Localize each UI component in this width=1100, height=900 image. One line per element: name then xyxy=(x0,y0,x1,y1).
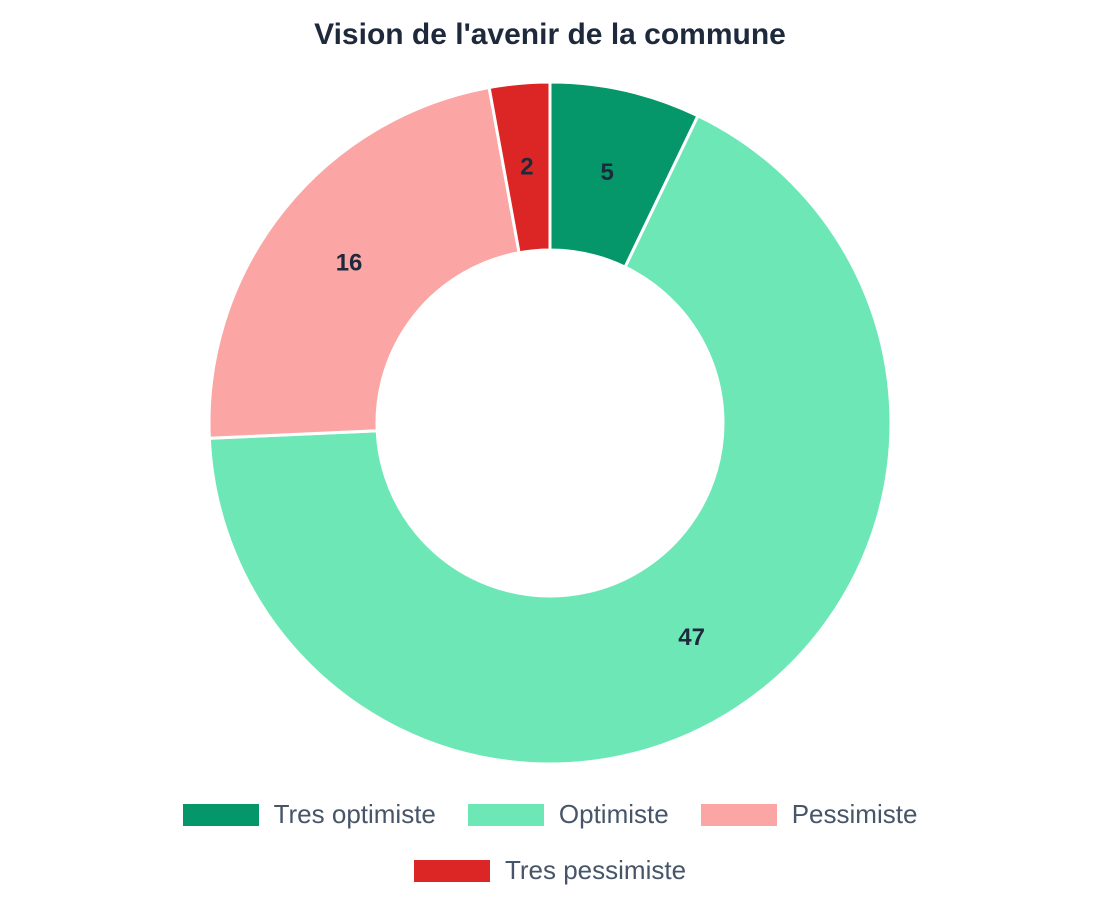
legend-label: Tres pessimiste xyxy=(504,855,687,885)
data-label: 5 xyxy=(601,159,614,186)
data-label: 47 xyxy=(678,624,705,651)
legend-label: Tres optimiste xyxy=(273,799,436,829)
slice-tres-pessimiste[interactable] xyxy=(487,80,552,255)
legend-item-tres-pessimiste[interactable]: Tres pessimiste xyxy=(413,855,687,886)
legend-swatch xyxy=(467,803,544,826)
legend-label: Optimiste xyxy=(558,799,669,829)
slice-pessimiste[interactable] xyxy=(207,85,521,440)
legend-item-tres-optimiste[interactable]: Tres optimiste xyxy=(182,799,436,830)
data-label: 2 xyxy=(520,154,533,181)
slice-optimiste[interactable] xyxy=(207,113,893,766)
doughnut-slices xyxy=(207,80,893,766)
data-labels: 5 47 16 2 xyxy=(336,154,705,651)
chart-title: Vision de l'avenir de la commune xyxy=(314,18,786,51)
legend-item-optimiste[interactable]: Optimiste xyxy=(467,799,669,830)
legend-label: Pessimiste xyxy=(791,799,918,829)
legend-item-pessimiste[interactable]: Pessimiste xyxy=(700,799,918,830)
legend-row-2: Tres pessimiste xyxy=(0,855,1100,886)
legend-swatch xyxy=(182,803,259,826)
legend-swatch xyxy=(413,859,490,882)
legend-row-1: Tres optimiste Optimiste Pessimiste xyxy=(0,799,1100,830)
data-label: 16 xyxy=(336,249,363,276)
legend-swatch xyxy=(700,803,777,826)
